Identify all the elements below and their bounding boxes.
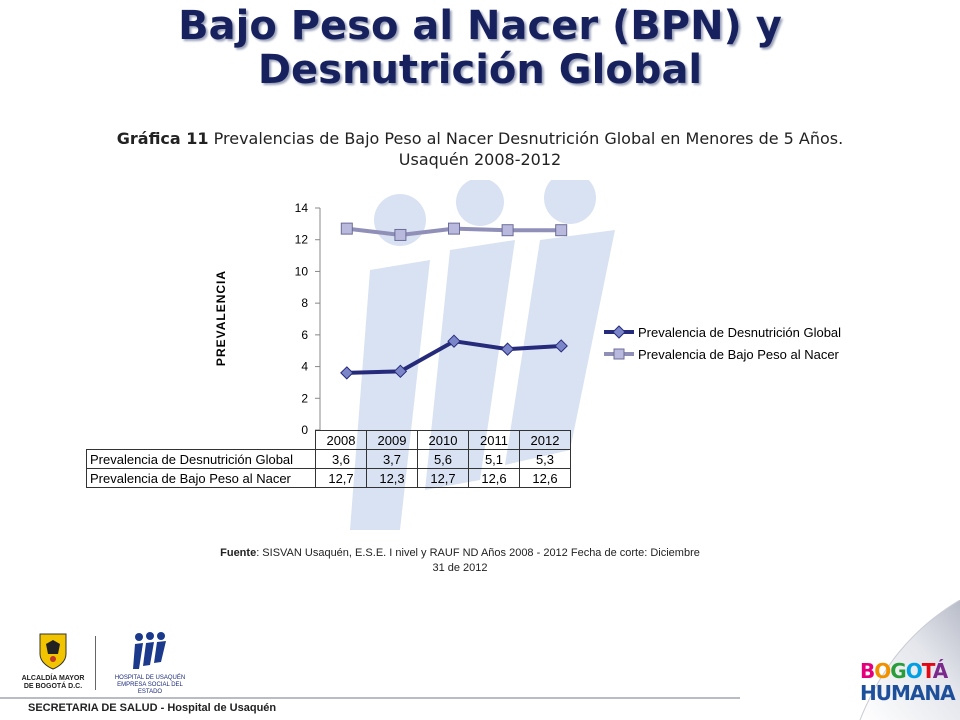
- y-tick-label: 10: [295, 264, 309, 278]
- legend-label-bajo-peso: Prevalencia de Bajo Peso al Nacer: [638, 346, 839, 362]
- data-point-desnutricion: [554, 339, 568, 353]
- data-table-header-row: 2008 2009 2010 2011 2012: [87, 430, 571, 450]
- data-table-cell: 12,6: [468, 468, 520, 488]
- data-table-row-label: Prevalencia de Desnutrición Global: [86, 449, 316, 469]
- hospital-logo-line2: EMPRESA SOCIAL DEL ESTADO: [117, 682, 183, 695]
- y-tick-label: 0: [301, 423, 308, 437]
- data-table-cell: 3,6: [315, 449, 367, 469]
- bogota-logo-line1: BOGOTÁ: [860, 660, 950, 682]
- data-point-bajo-peso: [501, 224, 514, 237]
- source-text: : SISVAN Usaquén, E.S.E. I nivel y RAUF …: [256, 547, 700, 559]
- bogota-logo-letter: T: [921, 659, 934, 683]
- y-tick-label: 2: [301, 391, 308, 405]
- slide-title: Bajo Peso al Nacer (BPN) y Desnutrición …: [0, 4, 960, 92]
- data-table-cell: 12,3: [366, 468, 418, 488]
- bogota-logo-line2: HUMANA: [860, 681, 956, 705]
- caption-figure-number: Gráfica 11: [116, 129, 209, 148]
- legend-marker-diamond-icon: [604, 325, 634, 339]
- data-point-desnutricion: [500, 342, 515, 356]
- data-table-cell: 12,7: [417, 468, 469, 488]
- y-tick-label: 14: [295, 201, 309, 215]
- data-table-corner: [87, 431, 316, 450]
- data-table-year: 2009: [366, 430, 418, 450]
- bogota-logo-letter: O: [905, 659, 923, 683]
- y-tick-label: 4: [301, 360, 308, 374]
- data-point-desnutricion: [340, 366, 354, 380]
- footer-text: SECRETARIA DE SALUD - Hospital de Usaqué…: [28, 702, 277, 714]
- data-table-year: 2010: [417, 430, 469, 450]
- logo-separator: [95, 636, 96, 690]
- slide-title-line2: Desnutrición Global: [257, 47, 703, 93]
- source-label: Fuente: [220, 547, 257, 559]
- y-tick-label: 6: [301, 328, 308, 342]
- hospital-logo: HOSPITAL DE USAQUÉN EMPRESA SOCIAL DEL E…: [110, 632, 190, 696]
- chart-source-note: Fuente: SISVAN Usaquén, E.S.E. I nivel y…: [160, 546, 760, 576]
- legend-label-desnutricion: Prevalencia de Desnutrición Global: [638, 324, 842, 340]
- data-table-cell: 5,1: [468, 449, 520, 469]
- footer-divider: [0, 697, 740, 699]
- alcaldia-logo-line2: DE BOGOTÁ D.C.: [23, 683, 83, 690]
- caption-line2: Usaquén 2008-2012: [398, 150, 562, 169]
- hospital-logo-line1: HOSPITAL DE USAQUÉN: [114, 675, 186, 681]
- data-point-bajo-peso: [448, 222, 460, 235]
- legend-item-bajo-peso: Prevalencia de Bajo Peso al Nacer: [604, 343, 841, 365]
- bogota-logo-word: BOGOTÁ: [860, 659, 949, 683]
- data-table-year: 2012: [519, 430, 571, 450]
- chart-caption: Gráfica 11 Prevalencias de Bajo Peso al …: [40, 128, 920, 170]
- bogota-logo-letter: B: [860, 659, 875, 683]
- data-table-cell: 5,3: [519, 449, 571, 469]
- slide-title-line1: Bajo Peso al Nacer (BPN) y: [178, 3, 782, 49]
- alcaldia-logo: ALCALDÍA MAYOR DE BOGOTÁ D.C.: [18, 632, 88, 696]
- data-table-year: 2011: [468, 430, 520, 450]
- source-line2: 31 de 2012: [432, 562, 488, 574]
- data-table-cell: 12,6: [519, 468, 571, 488]
- y-tick-label: 12: [295, 233, 309, 247]
- chart-data-table: 2008 2009 2010 2011 2012 Prevalencia de …: [86, 430, 571, 488]
- data-point-bajo-peso: [340, 222, 353, 235]
- hospital-logo-icon: [133, 632, 166, 669]
- y-axis-label: PREVALENCIA: [214, 269, 228, 367]
- bogota-logo-letter: O: [874, 659, 891, 683]
- coat-of-arms-icon: [39, 633, 67, 670]
- data-table-row-bajo-peso: Prevalencia de Bajo Peso al Nacer 12,7 1…: [86, 468, 571, 488]
- data-table-row-label: Prevalencia de Bajo Peso al Nacer: [86, 468, 316, 488]
- data-table-cell: 12,7: [315, 468, 367, 488]
- data-point-desnutricion: [447, 334, 461, 348]
- data-table-cell: 3,7: [366, 449, 418, 469]
- bogota-logo-letter: Á: [932, 659, 949, 683]
- caption-text: Prevalencias de Bajo Peso al Nacer Desnu…: [208, 129, 844, 148]
- bogota-humana-logo: BOGOTÁ HUMANA: [860, 660, 956, 710]
- data-point-bajo-peso: [394, 228, 407, 241]
- data-point-bajo-peso: [555, 224, 568, 237]
- data-point-desnutricion: [393, 364, 408, 379]
- page-curl-decoration: [859, 600, 960, 720]
- data-table-row-desnutricion: Prevalencia de Desnutrición Global 3,6 3…: [86, 449, 571, 469]
- legend-marker-square-icon: [604, 348, 634, 360]
- bogota-logo-letter: G: [890, 659, 906, 683]
- y-tick-label: 8: [301, 296, 308, 310]
- data-table-year: 2008: [315, 430, 367, 450]
- legend-item-desnutricion: Prevalencia de Desnutrición Global: [604, 321, 841, 343]
- chart-legend: Prevalencia de Desnutrición Global Preva…: [604, 321, 841, 365]
- data-table-cell: 5,6: [417, 449, 469, 469]
- alcaldia-logo-line1: ALCALDÍA MAYOR: [21, 675, 85, 682]
